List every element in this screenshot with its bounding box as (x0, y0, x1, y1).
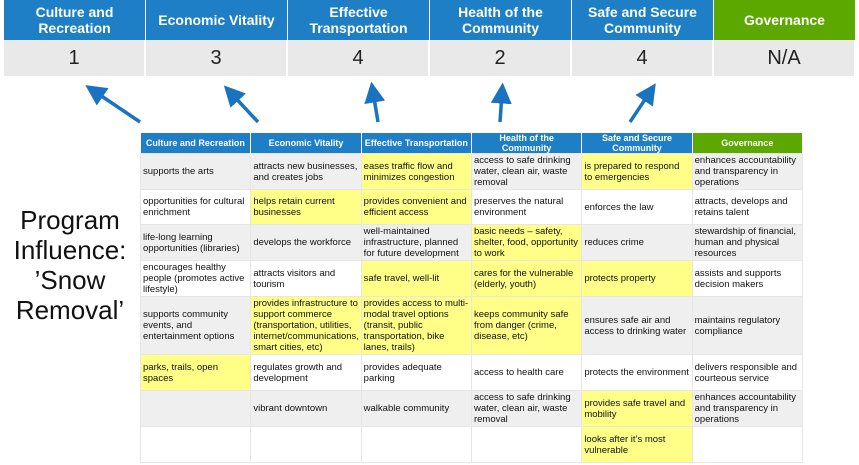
arrow-icon (223, 85, 260, 124)
table-row: opportunities for cultural enrichment hel… (139, 189, 804, 225)
table-cell: provides adequate parking (360, 354, 472, 391)
table-row: looks after it’s most vulnerable (139, 426, 804, 463)
table-header: Safe and Secure Community (581, 133, 693, 154)
table-header: Economic Vitality (250, 133, 362, 154)
table-cell: cares for the vulnerable (elderly, youth… (470, 260, 583, 297)
table-cell: stewardship of financial, human and phys… (691, 224, 804, 261)
table-cell: keeps community safe from danger (crime,… (470, 296, 583, 355)
table-cell: supports the arts (139, 153, 252, 190)
category-score: 2 (430, 40, 572, 76)
table-cell: vibrant downtown (250, 390, 362, 427)
table-cell: provides safe travel and mobility (581, 390, 693, 427)
table-cell: attracts new businesses, and creates job… (250, 153, 362, 190)
table-cell (470, 426, 583, 463)
table-row: parks, trails, open spaces regulates grow… (139, 354, 804, 391)
table-cell: attracts visitors and tourism (250, 260, 362, 297)
category-score: 1 (4, 40, 146, 76)
table-cell: access to safe drinking water, clean air… (470, 153, 583, 190)
table-cell: protects the environment (581, 354, 693, 391)
table-cell: provides convenient and efficient access (360, 189, 472, 225)
table-row: supports the arts attracts new businesses… (139, 153, 804, 190)
table-cell: attracts, develops and retains talent (691, 189, 804, 225)
category-header: Economic Vitality (146, 0, 288, 40)
table-cell (691, 426, 804, 463)
table-cell: well-maintained infrastructure, planned … (360, 224, 472, 261)
table-row: life-long learning opportunities (librar… (139, 224, 804, 261)
table-cell: encourages healthy people (promotes acti… (139, 260, 252, 297)
table-cell: assists and supports decision makers (691, 260, 804, 297)
table-cell: life-long learning opportunities (librar… (139, 224, 252, 261)
table-cell (250, 426, 362, 463)
table-cell: safe travel, well-lit (360, 260, 472, 297)
category-header: Culture and Recreation (4, 0, 146, 40)
arrow-icon (628, 83, 656, 123)
table-cell: enhances accountability and transparency… (691, 390, 804, 427)
category-header: Governance (714, 0, 856, 40)
category-header: Effective Transportation (288, 0, 430, 40)
table-cell: provides infrastructure to support comme… (250, 296, 362, 355)
category-score: 3 (146, 40, 288, 76)
table-cell: opportunities for cultural enrichment (139, 189, 252, 225)
table-cell: reduces crime (581, 224, 693, 261)
table-row: supports community events, and entertain… (139, 296, 804, 355)
table-cell (360, 426, 472, 463)
arrow-icon (85, 85, 141, 124)
table-cell: regulates growth and development (250, 354, 362, 391)
table-header: Health of the Community (471, 133, 583, 154)
table-header: Culture and Recreation (140, 133, 252, 154)
table-cell (139, 390, 252, 427)
arrow-icon (364, 81, 386, 123)
table-cell: protects property (581, 260, 693, 297)
table-row: encourages healthy people (promotes acti… (139, 260, 804, 297)
category-header: Health of the Community (430, 0, 572, 40)
table-cell: preserves the natural environment (470, 189, 583, 225)
table-cell: walkable community (360, 390, 472, 427)
table-cell: enhances accountability and transparency… (691, 153, 804, 190)
table-cell: ensures safe air and access to drinking … (581, 296, 693, 355)
score-summary: Culture and Recreation Economic Vitality E… (4, 0, 856, 76)
table-cell: maintains regulatory compliance (691, 296, 804, 355)
table-cell: access to health care (470, 354, 583, 391)
category-score: 4 (572, 40, 714, 76)
table-row: vibrant downtown walkable community access… (139, 390, 804, 427)
category-header: Safe and Secure Community (572, 0, 714, 40)
table-cell: supports community events, and entertain… (139, 296, 252, 355)
table-cell: develops the workforce (250, 224, 362, 261)
category-score: 4 (288, 40, 430, 76)
table-cell: looks after it’s most vulnerable (581, 426, 693, 463)
table-cell: helps retain current businesses (250, 189, 362, 225)
table-cell: access to safe drinking water, clean air… (470, 390, 583, 427)
table-cell: is prepared to respond to emergencies (581, 153, 693, 190)
arrows (85, 81, 656, 124)
table-cell: eases traffic flow and minimizes congest… (360, 153, 472, 190)
category-score: N/A (714, 40, 856, 76)
table-cell: parks, trails, open spaces (139, 354, 252, 391)
influence-table: Culture and Recreation Economic Vitality E… (139, 133, 804, 463)
program-influence-title: Program Influence: ’Snow Removal’ (13, 205, 127, 325)
table-cell: basic needs – safety, shelter, food, opp… (470, 224, 583, 261)
table-cell: delivers responsible and courteous servi… (691, 354, 804, 391)
table-header: Effective Transportation (361, 133, 472, 154)
table-cell: provides access to multi-modal travel op… (360, 296, 472, 355)
table-cell (139, 426, 252, 463)
table-cell: enforces the law (581, 189, 693, 225)
table-header: Governance (692, 133, 804, 154)
arrow-icon (490, 82, 512, 123)
